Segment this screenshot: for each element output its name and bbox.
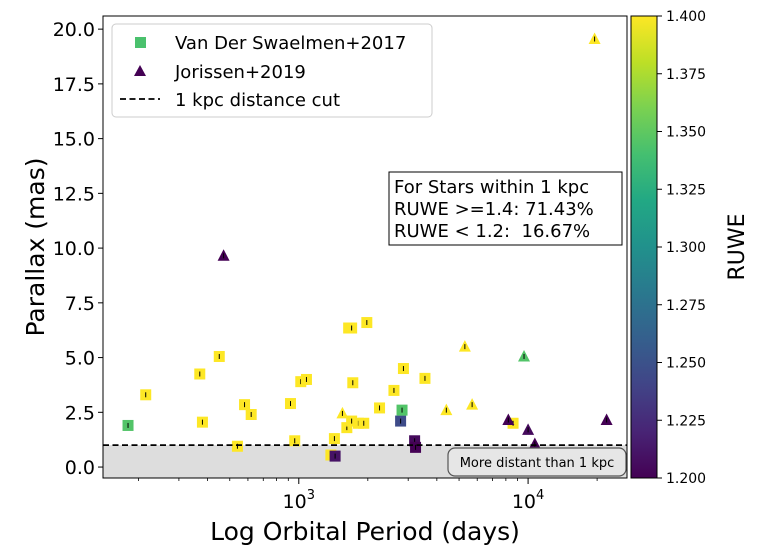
vds-point xyxy=(358,417,370,429)
vds-point xyxy=(328,433,340,445)
shaded-region-label-text: More distant than 1 kpc xyxy=(460,456,615,471)
vds-point xyxy=(289,435,301,447)
jorissen-point xyxy=(466,398,479,410)
annotation-line-1: For Stars within 1 kpc xyxy=(394,177,589,198)
annotation-line-3: RUWE < 1.2: 16.67% xyxy=(394,221,590,242)
vds-point xyxy=(361,317,373,329)
vds-point xyxy=(213,350,225,362)
legend: Van Der Swaelmen+2017 Jorissen+2019 1 kp… xyxy=(111,23,433,118)
colorbar-tick-label: 1.250 xyxy=(666,356,706,372)
annotation: For Stars within 1 kpc RUWE >=1.4: 71.43… xyxy=(388,171,623,246)
colorbar xyxy=(630,15,658,479)
y-tick-label: 20.0 xyxy=(53,19,95,41)
colorbar-tick-label: 1.275 xyxy=(666,298,706,314)
vds-point xyxy=(231,440,243,452)
jorissen-point xyxy=(518,349,531,362)
vds-point xyxy=(196,416,208,428)
vds-point xyxy=(419,372,431,384)
legend-square-marker xyxy=(135,37,146,48)
legend-triangle-marker xyxy=(134,65,146,76)
x-axis-label: Log Orbital Period (days) xyxy=(210,517,520,546)
vds-point xyxy=(346,322,358,334)
vds-point xyxy=(410,441,422,453)
colorbar-label: RUWE xyxy=(725,213,750,280)
vds-point xyxy=(347,377,359,389)
vds-point xyxy=(295,376,307,388)
y-tick-label: 7.5 xyxy=(65,293,95,315)
vds-point xyxy=(346,415,358,427)
y-tick-label: 10.0 xyxy=(53,238,95,260)
legend-box xyxy=(111,23,433,118)
y-tick-label: 15.0 xyxy=(53,129,95,151)
shaded-region-label: More distant than 1 kpc xyxy=(447,447,627,477)
vds-point xyxy=(374,402,386,414)
vds-point xyxy=(122,419,134,431)
vds-point xyxy=(388,384,400,396)
annotation-line-2: RUWE >=1.4: 71.43% xyxy=(394,199,594,220)
vds-point xyxy=(329,450,341,462)
vds-point xyxy=(300,373,312,385)
jorissen-point xyxy=(528,437,541,450)
vds-point xyxy=(284,398,296,410)
colorbar-tick-label: 1.400 xyxy=(666,9,706,25)
jorissen-point xyxy=(217,249,230,261)
x-tick-label: 103 xyxy=(283,488,315,513)
jorissen-point xyxy=(522,423,535,435)
y-axis-label: Parallax (mas) xyxy=(21,157,50,336)
annotation-box xyxy=(388,171,623,246)
vds-point xyxy=(397,363,409,375)
vds-point xyxy=(396,404,408,416)
y-tick-label: 2.5 xyxy=(65,402,95,424)
colorbar-tick-label: 1.200 xyxy=(666,471,706,487)
colorbar-tick-label: 1.300 xyxy=(666,240,706,256)
y-tick-label: 17.5 xyxy=(53,74,95,96)
vds-point xyxy=(395,415,407,427)
shaded-region-label-box xyxy=(447,447,627,477)
x-tick-label: 104 xyxy=(512,488,544,513)
y-tick-label: 5.0 xyxy=(65,348,95,370)
vds-point xyxy=(245,409,257,421)
legend-label-jorissen: Jorissen+2019 xyxy=(174,62,306,83)
vds-point xyxy=(140,389,152,401)
jorissen-point xyxy=(600,413,613,425)
plot-frame xyxy=(102,15,628,479)
jorissen-point xyxy=(588,32,601,44)
y-tick-label: 12.5 xyxy=(53,183,95,205)
y-tick-label: 0.0 xyxy=(65,457,95,479)
legend-label-cut: 1 kpc distance cut xyxy=(175,90,340,111)
vds-point xyxy=(194,368,206,380)
colorbar-tick-label: 1.225 xyxy=(666,413,706,429)
colorbar-tick-label: 1.325 xyxy=(666,182,706,198)
jorissen-point xyxy=(336,406,349,419)
jorissen-point xyxy=(440,403,453,416)
jorissen-point xyxy=(458,340,471,352)
jorissen-point xyxy=(502,413,515,425)
colorbar-tick-label: 1.350 xyxy=(666,125,706,141)
legend-label-vds: Van Der Swaelmen+2017 xyxy=(175,33,406,54)
vds-point xyxy=(239,399,251,411)
colorbar-tick-label: 1.375 xyxy=(666,67,706,83)
